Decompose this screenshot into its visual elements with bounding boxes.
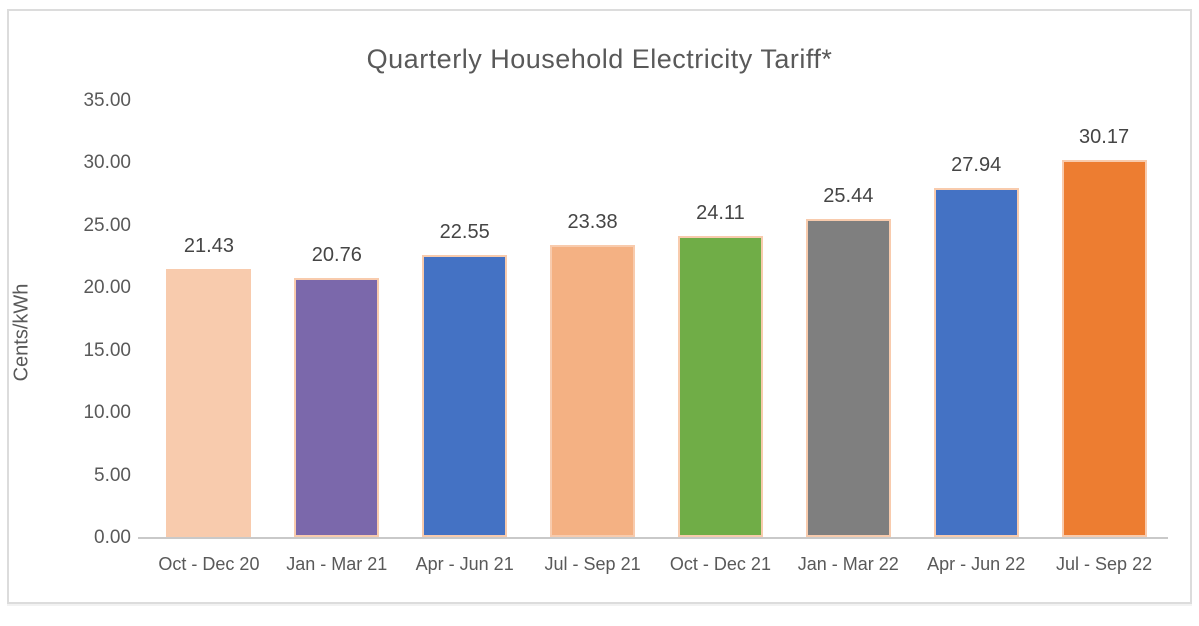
chart-title: Quarterly Household Electricity Tariff* bbox=[366, 44, 833, 74]
y-axis-tick-label: 30.00 bbox=[83, 152, 131, 174]
y-axis-tick-label: 15.00 bbox=[83, 339, 131, 361]
bar-jul-sep-22 bbox=[1061, 160, 1147, 537]
bar-oct-dec-21 bbox=[677, 235, 763, 537]
bar-apr-jun-22 bbox=[933, 188, 1019, 537]
x-axis-category-label: Jan - Mar 21 bbox=[286, 554, 388, 574]
chart-frame: Quarterly Household Electricity Tariff* … bbox=[7, 9, 1192, 604]
x-axis-category-label: Jan - Mar 22 bbox=[797, 554, 899, 574]
bar-jan-mar-22 bbox=[805, 219, 891, 537]
bar-apr-jun-21 bbox=[422, 255, 508, 537]
bar-value-label: 20.76 bbox=[311, 243, 362, 266]
x-axis-category-label: Apr - Jun 22 bbox=[927, 554, 1026, 574]
x-axis-category-label: Jul - Sep 21 bbox=[544, 554, 641, 574]
bar-oct-dec-20 bbox=[166, 269, 252, 537]
y-axis-tick-label: 25.00 bbox=[83, 214, 131, 236]
bar-value-label: 25.44 bbox=[823, 185, 874, 208]
bar-value-label: 23.38 bbox=[567, 211, 618, 234]
x-axis-line bbox=[138, 537, 1168, 539]
y-axis-tick-label: 10.00 bbox=[83, 402, 131, 424]
x-axis-category-label: Jul - Sep 22 bbox=[1056, 554, 1153, 574]
y-axis-tick-label: 5.00 bbox=[94, 464, 131, 486]
y-axis-tick-label: 35.00 bbox=[83, 90, 131, 111]
bar-value-label: 24.11 bbox=[696, 201, 745, 224]
bar-jan-mar-21 bbox=[294, 277, 380, 537]
bar-value-label: 30.17 bbox=[1079, 126, 1130, 149]
y-axis-tick-label: 0.00 bbox=[94, 527, 131, 548]
y-axis-tick-label: 20.00 bbox=[83, 277, 131, 299]
x-axis-category-label: Oct - Dec 21 bbox=[669, 554, 771, 574]
bar-jul-sep-21 bbox=[550, 245, 636, 537]
y-axis-title: Cents/kWh bbox=[10, 283, 33, 382]
bar-value-label: 27.94 bbox=[951, 154, 1002, 177]
bar-value-label: 21.43 bbox=[183, 235, 234, 258]
x-axis-category-label: Oct - Dec 20 bbox=[158, 554, 260, 574]
bar-value-label: 22.55 bbox=[439, 221, 490, 244]
x-axis-category-label: Apr - Jun 21 bbox=[415, 554, 514, 574]
